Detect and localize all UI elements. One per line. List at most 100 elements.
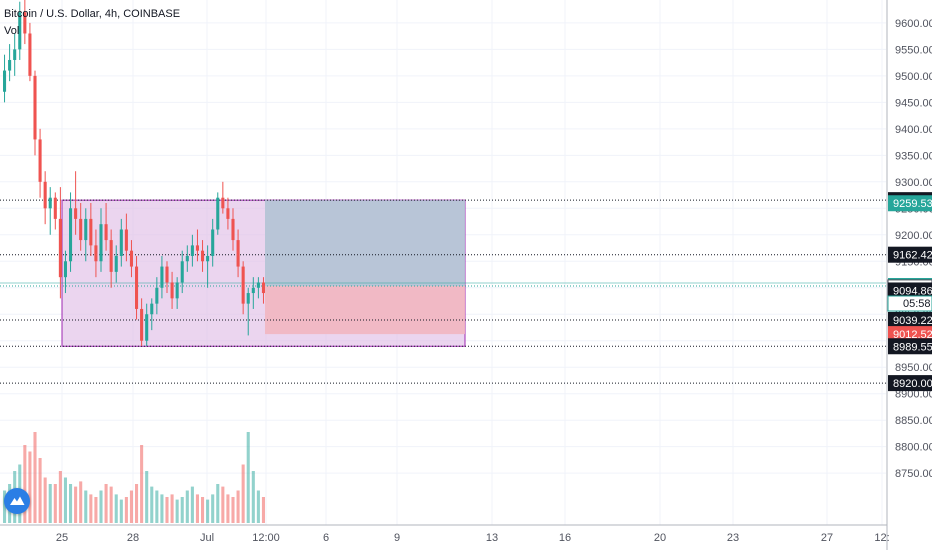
countdown-box [887,295,932,312]
volume-bar [109,486,113,523]
volume-legend[interactable]: Vol [4,25,20,37]
candle-body [256,282,260,288]
candle-body [251,287,255,294]
candle-body [94,245,98,262]
candle-body [145,314,149,341]
volume-bar [99,490,103,523]
candle-body [109,240,113,272]
candle-body [160,266,164,288]
volume-bar [150,486,154,523]
candle-body [206,255,210,262]
volume-bar [43,477,47,523]
volume-bar [33,432,37,523]
candle-body [190,245,194,256]
candle-body [261,282,265,294]
volume-bar [89,494,93,523]
volume-bar [211,494,215,523]
volume-bar [23,445,27,523]
volume-bar [185,490,189,523]
countdown-text: 05:58 [903,298,931,310]
price-label-text: 9039.22 [893,315,932,327]
volume-bar [58,471,62,523]
time-tick-label: 12:00 [252,532,280,544]
loss-zone [265,286,465,335]
candle-body [195,245,199,251]
candle-body [33,75,37,140]
price-tick-label: 8800.00 [895,442,932,454]
time-tick-label: 20 [654,532,666,544]
volume-bar [261,497,265,523]
volume-bar [145,471,149,523]
candle-body [135,266,139,309]
volume-bar [251,471,255,523]
price-tick-label: 8950.00 [895,362,932,374]
volume-bar [160,494,164,523]
volume-bar [124,497,128,523]
time-tick-label: 9 [394,532,400,544]
candle-body [119,229,123,256]
volume-bar [201,497,205,523]
candle-body [53,197,57,219]
candle-body [150,303,154,315]
time-tick-label: 6 [323,532,329,544]
volume-bar [236,490,240,523]
candle-body [211,229,215,256]
volume-bar [74,486,78,523]
volume-bar [135,484,139,523]
price-tick-label: 9200.00 [895,230,932,242]
volume-bar [221,486,225,523]
volume-bar [69,484,73,523]
candle-body [18,12,22,50]
volume-bar [170,494,174,523]
volume-bar [226,494,230,523]
symbol-legend[interactable]: Bitcoin / U.S. Dollar, 4h, COINBASE [4,8,181,20]
candle-body [99,224,103,262]
price-axis-bg [887,0,932,550]
time-tick-label: 28 [127,532,139,544]
volume-bar [246,432,250,523]
candle-body [246,293,250,304]
price-label-box [888,326,932,343]
price-tick-label: 8850.00 [895,415,932,427]
candle-body [140,308,144,341]
candle-body [201,250,205,262]
volume-bar [190,486,194,523]
price-label-text: 8920.00 [893,378,932,390]
price-label-text: 9259.53 [893,198,932,210]
volume-bar [256,490,260,523]
price-label-text: 9012.52 [893,329,932,341]
price-label-box [888,311,932,328]
time-tick-label: Jul [200,532,214,544]
price-tick-label: 9600.00 [895,18,932,30]
candle-body [221,197,225,209]
candle-body [63,261,67,278]
tradingview-cloud-icon-shape [10,496,25,505]
tradingview-cloud-icon[interactable] [4,488,30,514]
candle-body [38,139,42,182]
candle-body [236,240,240,267]
volume-bar [165,497,169,523]
time-tick-label: 13 [486,532,498,544]
volume-bar [94,497,98,523]
time-tick-label: 27 [821,532,833,544]
candle-body [129,250,133,267]
candle-body [170,282,174,299]
volume-bar [195,494,199,523]
volume-bar [180,497,184,523]
volume-bar [104,484,108,523]
volume-bar [119,499,123,523]
price-label-text: 8989.55 [893,341,932,353]
volume-bar [175,499,179,523]
price-tick-label: 9300.00 [895,177,932,189]
candle-body [28,33,32,76]
price-tick-label: 8750.00 [895,468,932,480]
time-tick-label: 25 [56,532,68,544]
candle-body [84,218,88,241]
candle-body [226,208,230,219]
volume-bar [63,477,67,523]
candle-body [180,261,184,283]
candle-body [89,218,93,246]
price-tick-label: 9400.00 [895,124,932,136]
